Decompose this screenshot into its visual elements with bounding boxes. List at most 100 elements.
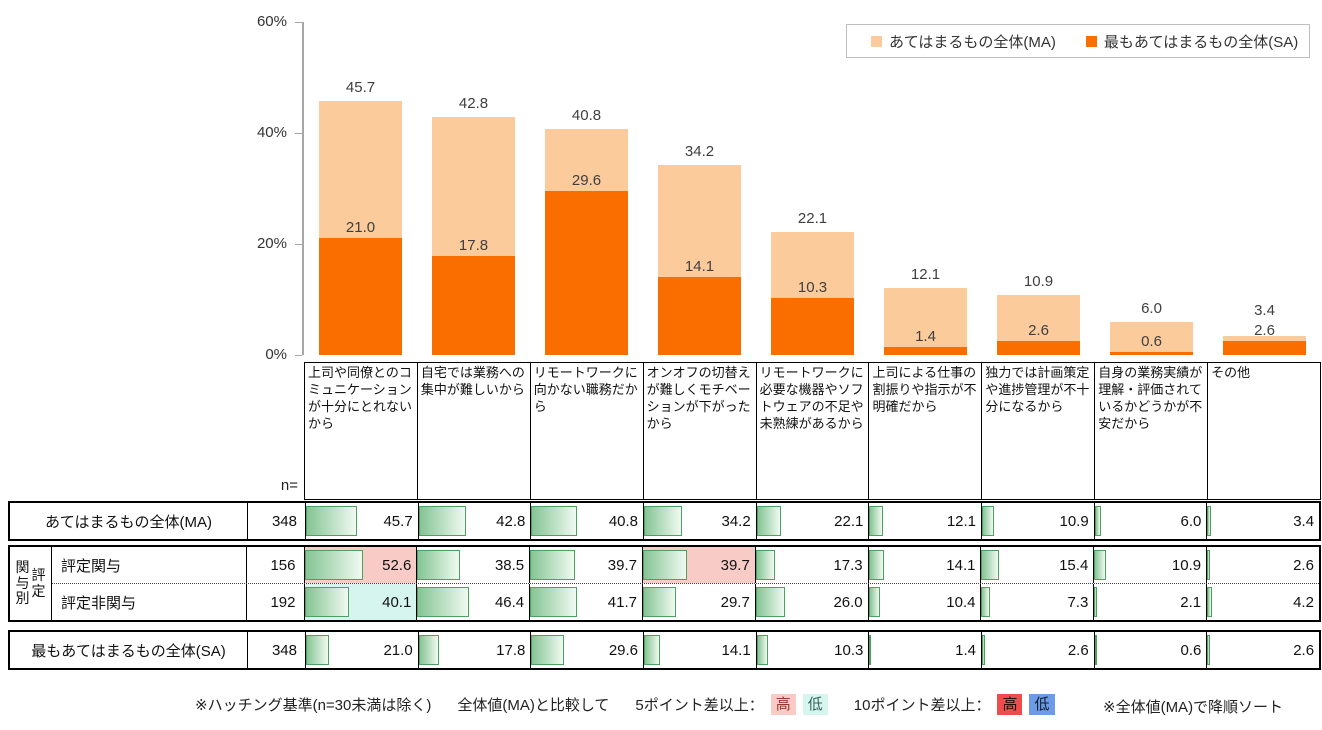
n-count-cell: 156 bbox=[247, 547, 305, 583]
value-cell: 42.8 bbox=[418, 503, 532, 539]
value-cell: 10.9 bbox=[1094, 547, 1208, 583]
cell-bar-icon bbox=[644, 635, 660, 665]
category-header-row: 上司や同僚とのコミュニケーションが十分にとれないから 自宅では業務への集中が難しい… bbox=[304, 362, 1321, 500]
cell-value: 14.1 bbox=[721, 641, 751, 659]
sort-note: ※全体値(MA)で降順ソート bbox=[1103, 699, 1284, 716]
bar-ma bbox=[884, 287, 967, 355]
cell-value: 29.6 bbox=[608, 641, 639, 659]
cell-bar-icon bbox=[418, 506, 467, 536]
bar-label-ma: 12.1 bbox=[910, 265, 941, 283]
value-cell: 10.3 bbox=[756, 632, 870, 668]
cell-value: 46.4 bbox=[494, 593, 525, 611]
bar-sa bbox=[1110, 351, 1193, 355]
y-axis-tick bbox=[295, 243, 302, 245]
value-cell: 2.6 bbox=[1207, 547, 1319, 583]
cell-value: 34.2 bbox=[721, 512, 751, 530]
value-cell: 17.3 bbox=[755, 547, 869, 583]
bar-label-ma: 45.7 bbox=[345, 79, 376, 97]
bar-sa bbox=[432, 256, 515, 355]
cell-value: 2.1 bbox=[1180, 593, 1202, 611]
value-cell: 12.1 bbox=[869, 503, 983, 539]
cell-value: 10.9 bbox=[1059, 512, 1089, 530]
category-label: リモートワークに必要な機器やソフトウェアの不足や未熟練があるから bbox=[757, 363, 870, 499]
bar-label-sa: 2.6 bbox=[1254, 321, 1275, 339]
bar-label-ma: 6.0 bbox=[1141, 299, 1162, 317]
n-count-cell: 348 bbox=[248, 503, 306, 539]
rule-5pt-label: 5ポイント差以上： bbox=[635, 697, 764, 714]
bar-label-ma: 22.1 bbox=[797, 210, 828, 228]
cell-bar-icon bbox=[755, 587, 785, 617]
cell-bar-icon bbox=[982, 635, 985, 665]
value-cell: 45.7 bbox=[306, 503, 419, 539]
value-cell: 4.2 bbox=[1207, 584, 1319, 620]
cell-bar-icon bbox=[530, 587, 577, 617]
value-cell: 38.5 bbox=[417, 547, 531, 583]
cell-value: 0.6 bbox=[1180, 641, 1202, 659]
row-label-cell: 評定関与 bbox=[52, 547, 247, 583]
footnote: ※ハッチング基準(n=30未満は除く) 全体値(MA)と比較して 5ポイント差以… bbox=[195, 694, 1055, 715]
cell-bar-icon bbox=[1094, 587, 1097, 617]
cell-value: 26.0 bbox=[833, 593, 863, 611]
bar-label-ma: 42.8 bbox=[458, 95, 489, 113]
cell-value: 39.7 bbox=[607, 556, 637, 574]
cell-bar-icon bbox=[644, 506, 683, 536]
group-rows: 評定関与 156 52.6 38.5 39.7 39.7 17.3 14.1 15.4 10.9 2… bbox=[52, 547, 1319, 620]
value-cell: 14.1 bbox=[868, 547, 982, 583]
table-section: 最もあてはまるもの全体(SA) 348 21.0 17.8 29.6 14.1 10.3 1.… bbox=[8, 630, 1321, 670]
cell-bar-icon bbox=[1207, 506, 1212, 536]
cell-bar-icon bbox=[417, 587, 470, 617]
cell-bar-icon bbox=[530, 550, 575, 580]
cell-bar-icon bbox=[1094, 506, 1102, 536]
y-axis-line bbox=[302, 22, 304, 355]
value-cell: 10.4 bbox=[868, 584, 982, 620]
bar-label-ma: 34.2 bbox=[684, 143, 715, 161]
row-label-cell: 評定非関与 bbox=[52, 584, 247, 620]
cell-bar-icon bbox=[868, 587, 881, 617]
table-row: 評定関与 156 52.6 38.5 39.7 39.7 17.3 14.1 15.4 10.9 2… bbox=[52, 547, 1319, 584]
cell-value: 2.6 bbox=[1293, 641, 1315, 659]
cell-value: 12.1 bbox=[946, 512, 977, 530]
rule-5pt: 5ポイント差以上： 高 低 bbox=[635, 694, 828, 715]
value-cell: 26.0 bbox=[755, 584, 869, 620]
group-label-vertical: 関 与 別 bbox=[15, 558, 30, 607]
y-axis-tick bbox=[295, 132, 302, 134]
cell-value: 10.9 bbox=[1171, 556, 1202, 574]
cell-value: 15.4 bbox=[1059, 556, 1089, 574]
value-cell: 0.6 bbox=[1094, 632, 1208, 668]
badge-high-10pt: 高 bbox=[997, 694, 1023, 715]
table-row: 最もあてはまるもの全体(SA) 348 21.0 17.8 29.6 14.1 10.3 1.… bbox=[10, 632, 1319, 668]
value-cell: 3.4 bbox=[1207, 503, 1319, 539]
value-cell: 29.7 bbox=[642, 584, 756, 620]
cell-value: 2.6 bbox=[1067, 641, 1089, 659]
cell-bar-icon bbox=[756, 506, 782, 536]
bar-sa bbox=[1223, 340, 1306, 355]
table-section: 関 与 別評 定評定関与 156 52.6 38.5 39.7 39.7 17.3 14.1 1… bbox=[8, 545, 1321, 622]
cell-value: 42.8 bbox=[496, 512, 526, 530]
category-label: 独力では計画策定や進捗管理が不十分になるから bbox=[982, 363, 1096, 499]
value-cell: 6.0 bbox=[1094, 503, 1208, 539]
cell-value: 39.7 bbox=[720, 556, 750, 574]
y-axis-label: 20% bbox=[256, 235, 287, 252]
cell-value: 10.3 bbox=[834, 641, 864, 659]
cell-bar-icon bbox=[1207, 635, 1211, 665]
badge-high-5pt: 高 bbox=[770, 694, 796, 715]
cell-bar-icon bbox=[304, 587, 350, 617]
n-count-cell: 192 bbox=[247, 584, 305, 620]
category-label: 自身の業務実績が理解・評価されているかどうかが不安だから bbox=[1095, 363, 1209, 499]
cell-value: 21.0 bbox=[383, 641, 413, 659]
bar-label-ma: 3.4 bbox=[1254, 301, 1275, 319]
cell-value: 10.4 bbox=[946, 593, 976, 611]
cell-bar-icon bbox=[756, 635, 769, 665]
value-cell: 52.6 bbox=[304, 547, 418, 583]
value-cell: 15.4 bbox=[981, 547, 1095, 583]
cell-value: 2.6 bbox=[1293, 556, 1314, 574]
bar-label-sa: 21.0 bbox=[345, 219, 376, 237]
cell-value: 1.4 bbox=[955, 641, 977, 659]
rule-10pt: 10ポイント差以上： 高 低 bbox=[854, 694, 1055, 715]
cell-value: 41.7 bbox=[607, 593, 637, 611]
cell-bar-icon bbox=[1094, 550, 1107, 580]
bar-sa bbox=[545, 190, 628, 355]
value-cell: 40.1 bbox=[304, 584, 418, 620]
category-label: 自宅では業務への集中が難しいから bbox=[418, 363, 531, 499]
